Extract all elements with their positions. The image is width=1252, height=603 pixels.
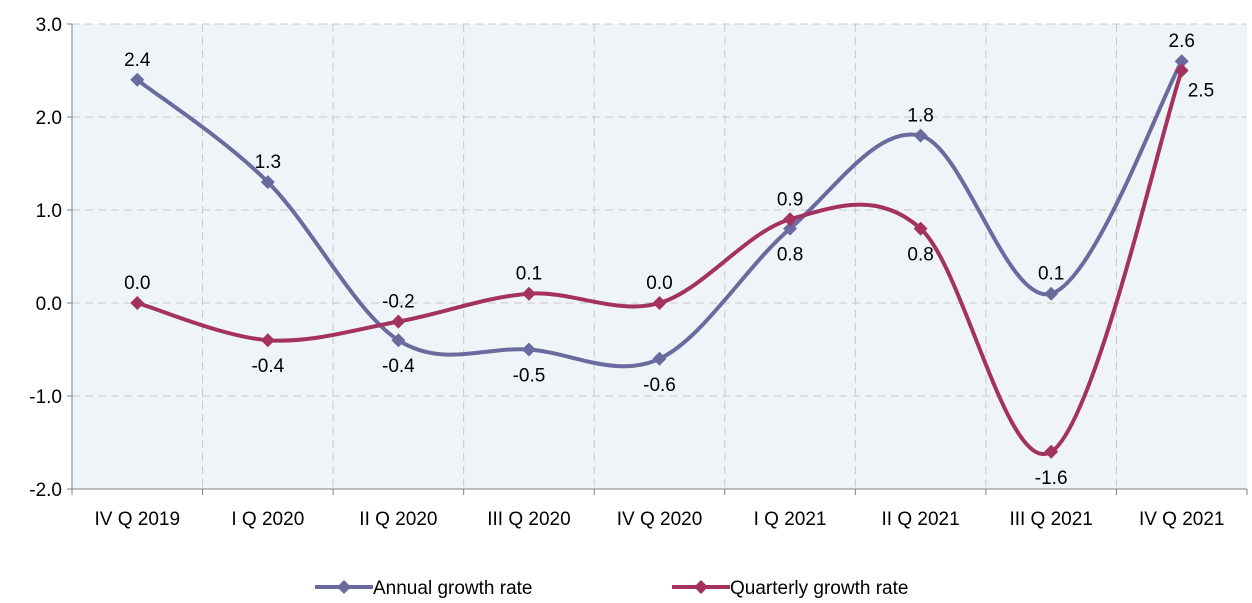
data-point <box>260 175 275 190</box>
x-tick-label: IV Q 2019 <box>94 509 180 530</box>
data-point <box>652 296 667 310</box>
data-label: 1.8 <box>907 106 933 127</box>
plot-area <box>72 24 1247 489</box>
x-tick-label: II Q 2020 <box>359 509 437 530</box>
data-label: -0.5 <box>513 366 546 387</box>
x-tick-label: IV Q 2021 <box>1139 509 1225 530</box>
legend-item: Annual growth rate <box>315 578 533 599</box>
data-point <box>783 212 798 227</box>
data-label: 2.4 <box>124 50 151 71</box>
data-point <box>130 72 145 87</box>
data-point <box>130 296 145 310</box>
data-label: 2.5 <box>1188 81 1214 102</box>
data-label: 0.1 <box>1038 264 1064 285</box>
y-tick-label: 1.0 <box>36 201 62 222</box>
data-point <box>913 221 928 236</box>
legend-marker <box>694 580 708 594</box>
x-tick-label: I Q 2020 <box>231 509 304 530</box>
legend-item: Quarterly growth rate <box>672 578 908 599</box>
y-tick-label: 3.0 <box>36 15 62 36</box>
legend-label: Annual growth rate <box>373 578 533 599</box>
data-point <box>913 128 928 143</box>
data-label: 0.0 <box>124 273 150 294</box>
legend-marker <box>337 580 351 594</box>
data-point <box>1174 63 1189 78</box>
data-label: 0.8 <box>777 245 803 266</box>
data-label: 2.6 <box>1169 31 1195 52</box>
data-point <box>521 342 536 357</box>
data-point <box>391 333 406 348</box>
legend-label: Quarterly growth rate <box>730 578 908 599</box>
y-tick-label: -1.0 <box>29 387 62 408</box>
data-label: -0.6 <box>643 375 676 396</box>
data-label: -0.4 <box>382 356 415 377</box>
data-point <box>1044 286 1059 301</box>
data-label: -0.4 <box>251 356 284 377</box>
data-point <box>783 221 798 236</box>
data-point <box>391 314 406 329</box>
data-point <box>652 351 667 366</box>
data-point <box>1044 444 1059 459</box>
y-tick-label: -2.0 <box>29 480 62 501</box>
x-tick-label: II Q 2021 <box>882 509 960 530</box>
x-tick-label: III Q 2020 <box>487 509 570 530</box>
data-point <box>521 286 536 301</box>
data-label: 0.8 <box>907 245 933 266</box>
data-label: 0.1 <box>516 264 542 285</box>
y-tick-label: 2.0 <box>36 108 62 129</box>
data-label: -0.2 <box>382 292 415 313</box>
series-quarterly: 0.0 -0.4 -0.2 0.1 0.0 0.9 0.8 -1.6 2.5 <box>124 63 1214 489</box>
series-line <box>135 59 1184 369</box>
x-tick-label: I Q 2021 <box>754 509 827 530</box>
series-annual: 2.4 1.3 -0.4 -0.5 -0.6 0.8 1.8 0.1 2.6 <box>124 31 1195 396</box>
data-point <box>1174 54 1189 69</box>
data-label: 0.9 <box>777 189 803 210</box>
y-tick-label: 0.0 <box>36 294 62 315</box>
x-tick-label: IV Q 2020 <box>617 509 703 530</box>
data-label: 1.3 <box>255 152 281 173</box>
gridlines <box>72 23 1247 489</box>
data-label: -1.6 <box>1035 468 1068 489</box>
data-label: 0.0 <box>646 273 672 294</box>
data-point <box>260 333 275 348</box>
x-tick-label: III Q 2021 <box>1009 509 1092 530</box>
